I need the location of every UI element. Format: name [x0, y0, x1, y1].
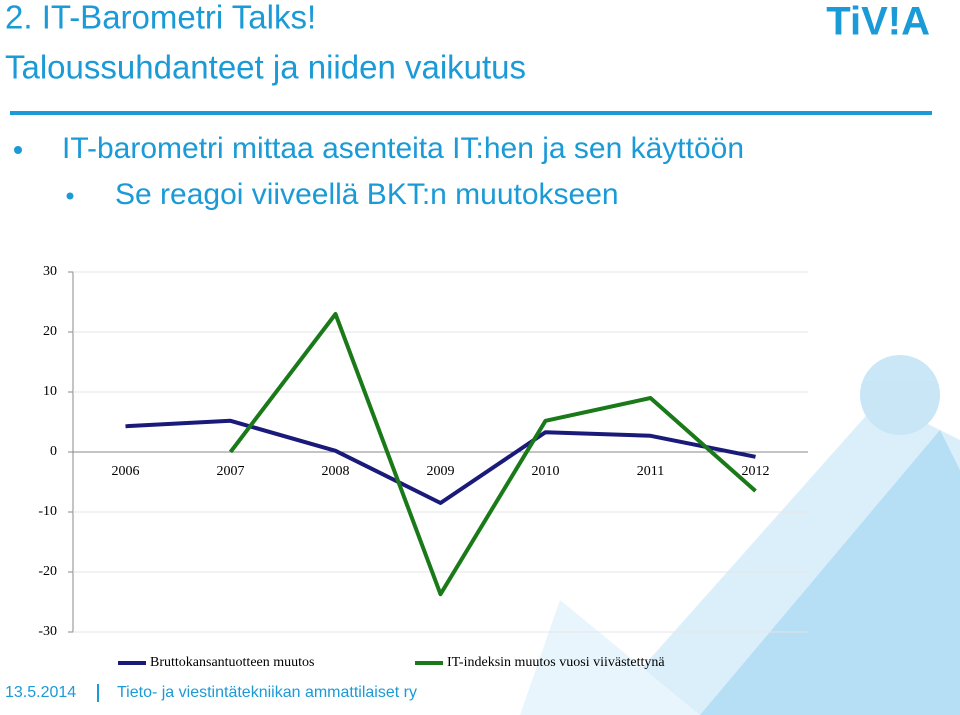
bullet	[66, 192, 74, 200]
y-tick-label: 30	[43, 264, 57, 279]
background-decoration	[520, 355, 960, 715]
footer-org: Tieto- ja viestintätekniikan ammattilais…	[117, 684, 417, 701]
x-tick-label: 2006	[112, 464, 140, 479]
bullet-text: Se reagoi viiveellä BKT:n muutokseen	[115, 178, 619, 211]
y-tick-label: -10	[38, 504, 57, 519]
y-tick-label: -20	[38, 564, 57, 579]
y-tick-label: 0	[50, 444, 57, 459]
x-tick-label: 2010	[532, 464, 560, 479]
legend-label: IT-indeksin muutos vuosi viivästettynä	[447, 655, 665, 670]
title-line: 2. IT-Barometri Talks!	[5, 0, 316, 36]
legend-label: Bruttokansantuotteen muutos	[150, 655, 314, 670]
x-tick-label: 2011	[637, 464, 664, 479]
y-tick-label: 10	[43, 384, 57, 399]
y-tick-label: 20	[43, 324, 57, 339]
series-line	[228, 312, 757, 597]
bullet	[14, 146, 22, 154]
x-tick-label: 2009	[427, 464, 455, 479]
bullet-text: IT-barometri mittaa asenteita IT:hen ja …	[62, 132, 744, 165]
footer-date: 13.5.2014	[5, 684, 76, 701]
logo: TiV!A	[826, 0, 930, 44]
x-tick-label: 2012	[742, 464, 770, 479]
x-tick-label: 2008	[322, 464, 350, 479]
series-line	[125, 418, 756, 505]
y-tick-label: -30	[38, 624, 57, 639]
title-line: Taloussuhdanteet ja niiden vaikutus	[5, 49, 526, 86]
x-tick-label: 2007	[217, 464, 245, 479]
